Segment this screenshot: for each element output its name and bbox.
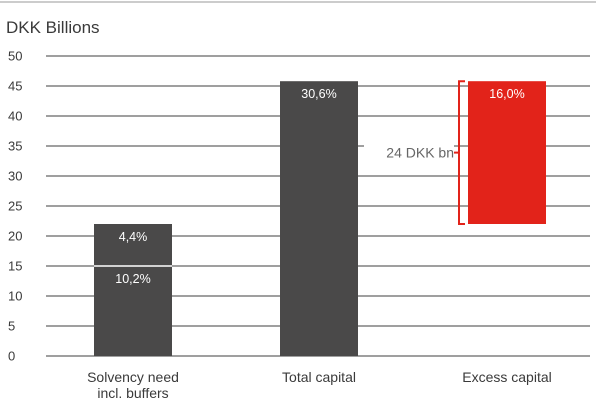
unit-label: DKK Billions bbox=[6, 18, 100, 37]
bar-value-label: 16,0% bbox=[489, 87, 524, 101]
bar-value-label: 4,4% bbox=[119, 230, 148, 244]
y-tick-label: 30 bbox=[8, 169, 22, 184]
x-tick-label: Solvency need incl. buffers bbox=[87, 369, 179, 398]
bar-segment bbox=[468, 81, 546, 224]
bar-value-label: 10,2% bbox=[115, 272, 150, 286]
y-tick-label: 5 bbox=[8, 319, 15, 334]
labels-layer: 10,2% 4,4% 30,6% 16,0% Solvency need incl. bu… bbox=[87, 80, 552, 398]
bars-layer bbox=[94, 81, 546, 356]
y-tick-label: 25 bbox=[8, 199, 22, 214]
y-tick-label: 15 bbox=[8, 259, 22, 274]
bar-segment bbox=[280, 81, 358, 356]
y-tick-label: 10 bbox=[8, 289, 22, 304]
y-tick-label: 50 bbox=[8, 49, 22, 64]
y-tick-label: 45 bbox=[8, 79, 22, 94]
bar-value-label: 30,6% bbox=[301, 87, 336, 101]
y-tick-label: 0 bbox=[8, 349, 15, 364]
x-tick-label: Total capital bbox=[282, 369, 356, 385]
excess-bracket bbox=[458, 80, 465, 225]
y-tick-label: 40 bbox=[8, 109, 22, 124]
bar-segment bbox=[94, 224, 172, 266]
y-tick-label: 20 bbox=[8, 229, 22, 244]
bar-segment bbox=[94, 266, 172, 356]
x-tick-label: Excess capital bbox=[462, 369, 551, 385]
y-tick-label: 35 bbox=[8, 139, 22, 154]
bracket-label-bg bbox=[364, 142, 454, 163]
bracket-label: 24 DKK bn bbox=[386, 145, 454, 161]
